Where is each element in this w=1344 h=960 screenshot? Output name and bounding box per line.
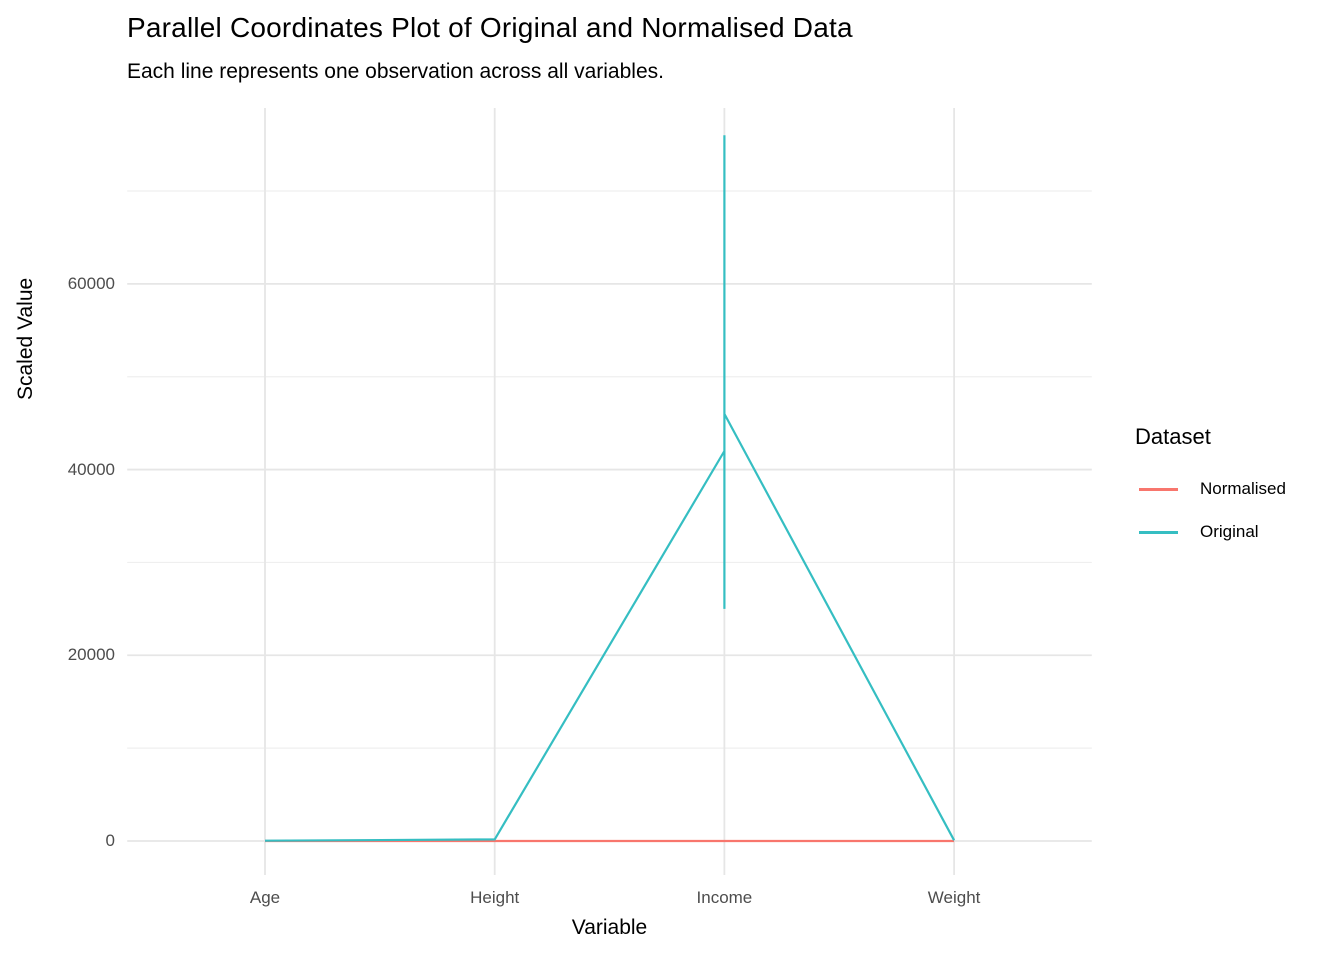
y-tick-label-60000: 60000 (67, 273, 115, 293)
x-tick-label-height: Height (470, 888, 520, 907)
chart-subtitle: Each line represents one observation acr… (127, 60, 664, 83)
y-axis-title: Scaled Value (14, 277, 37, 400)
chart-title: Parallel Coordinates Plot of Original an… (127, 12, 853, 43)
y-tick-label-20000: 20000 (67, 645, 115, 665)
y-tick-label-40000: 40000 (67, 459, 115, 479)
x-tick-label-weight: Weight (927, 888, 981, 907)
x-axis-title: Variable (571, 916, 648, 939)
series-line-original (264, 135, 956, 842)
legend-title: Dataset (1135, 424, 1211, 449)
legend-key-original (1139, 530, 1178, 534)
y-tick-label-0: 0 (105, 831, 115, 850)
legend-key-normalised (1139, 487, 1178, 491)
legend-label-original: Original (1200, 522, 1259, 541)
x-tick-label-age: Age (249, 888, 281, 907)
legend-label-normalised: Normalised (1200, 479, 1286, 498)
x-tick-label-income: Income (696, 888, 753, 907)
